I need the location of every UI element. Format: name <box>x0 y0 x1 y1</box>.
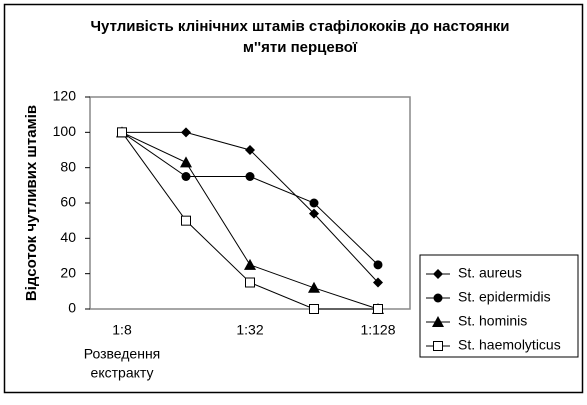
y-tick-label: 60 <box>60 194 76 210</box>
y-tick-label: 120 <box>53 88 77 104</box>
legend-marker <box>433 293 443 303</box>
y-axis-label: Відсоток чутливих штамів <box>23 105 40 301</box>
x-axis-label: екстракту <box>91 365 154 381</box>
data-point <box>309 198 319 208</box>
x-tick-label: 1:8 <box>112 322 132 338</box>
legend-marker <box>433 341 443 351</box>
legend <box>419 254 579 358</box>
x-axis-label: Розведення <box>84 346 161 362</box>
data-point <box>181 172 191 181</box>
data-point <box>117 127 127 138</box>
x-tick-label: 1:128 <box>360 322 395 338</box>
data-point <box>181 215 191 226</box>
data-point <box>373 304 383 314</box>
data-point <box>373 277 383 288</box>
data-point <box>308 281 320 293</box>
legend-label: St. aureus <box>458 265 522 281</box>
legend-label: St. haemolyticus <box>458 337 561 353</box>
data-point <box>373 260 383 270</box>
chart-title: м''яти перцевої <box>243 39 358 56</box>
y-tick-label: 0 <box>68 300 76 316</box>
legend-label: St. epidermidis <box>458 289 551 305</box>
data-point <box>244 258 256 270</box>
data-point <box>245 145 255 155</box>
data-point <box>180 156 192 168</box>
y-tick-label: 80 <box>60 158 76 174</box>
legend-marker <box>432 316 444 327</box>
y-tick-label: 20 <box>60 264 76 280</box>
data-point <box>181 127 191 138</box>
x-tick-label: 1:32 <box>236 322 263 338</box>
data-point <box>309 208 319 219</box>
legend-marker <box>433 269 443 279</box>
data-point <box>245 172 255 181</box>
data-point <box>309 304 319 314</box>
chart-title: Чутливість клінічних штамів стафілококів… <box>91 18 510 35</box>
legend-label: St. hominis <box>458 313 527 329</box>
data-point <box>245 277 255 288</box>
y-tick-label: 40 <box>60 229 76 245</box>
y-tick-label: 100 <box>53 123 77 139</box>
